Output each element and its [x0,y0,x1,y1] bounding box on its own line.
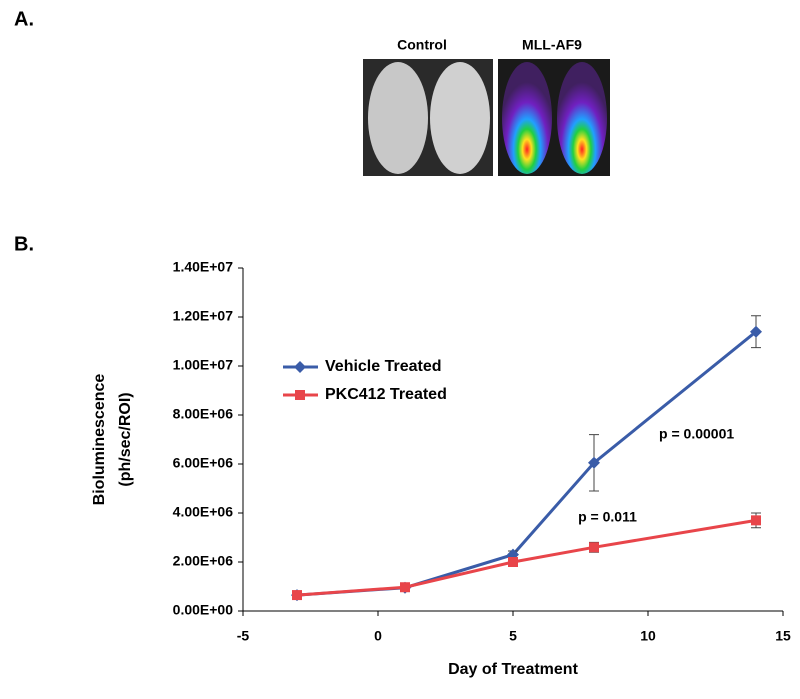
y-axis-label: (ph/sec/ROI) [117,392,134,486]
y-tick-label: 0.00E+00 [173,602,234,618]
legend-label: PKC412 Treated [325,386,447,403]
x-tick-label: -5 [237,628,250,644]
mll-af9-image [498,59,610,176]
y-tick-label: 1.00E+07 [173,357,234,373]
marker [588,456,600,469]
y-tick-label: 2.00E+06 [173,553,234,569]
y-tick-label: 1.20E+07 [173,308,234,324]
y-tick-label: 4.00E+06 [173,504,234,520]
marker [750,325,762,338]
control-image [363,59,493,176]
x-tick-label: 5 [509,628,517,644]
y-axis-label: Bioluminescence [91,374,108,506]
y-tick-label: 1.40E+07 [173,259,234,275]
legend-marker [294,361,306,373]
x-axis-label: Day of Treatment [448,661,578,678]
panel-label: A. [14,8,34,30]
marker [400,582,410,593]
x-tick-label: 15 [775,628,791,644]
image-label: MLL-AF9 [522,37,582,53]
marker [508,557,518,567]
marker [589,542,599,553]
annotation: p = 0.00001 [659,425,734,441]
annotation: p = 0.011 [578,509,637,525]
series-line [296,518,757,597]
image-label: Control [397,37,447,53]
y-tick-label: 8.00E+06 [173,406,234,422]
marker [751,515,761,526]
x-tick-label: 10 [640,628,656,644]
legend-marker [295,390,305,400]
legend-label: Vehicle Treated [325,358,442,375]
y-tick-label: 6.00E+06 [173,455,234,471]
panel-label: B. [14,233,34,255]
x-tick-label: 0 [374,628,382,644]
marker [292,590,302,601]
